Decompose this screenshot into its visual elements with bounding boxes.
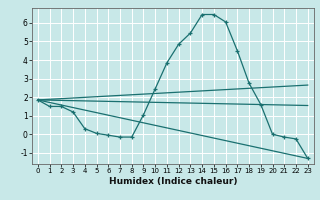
X-axis label: Humidex (Indice chaleur): Humidex (Indice chaleur) xyxy=(108,177,237,186)
